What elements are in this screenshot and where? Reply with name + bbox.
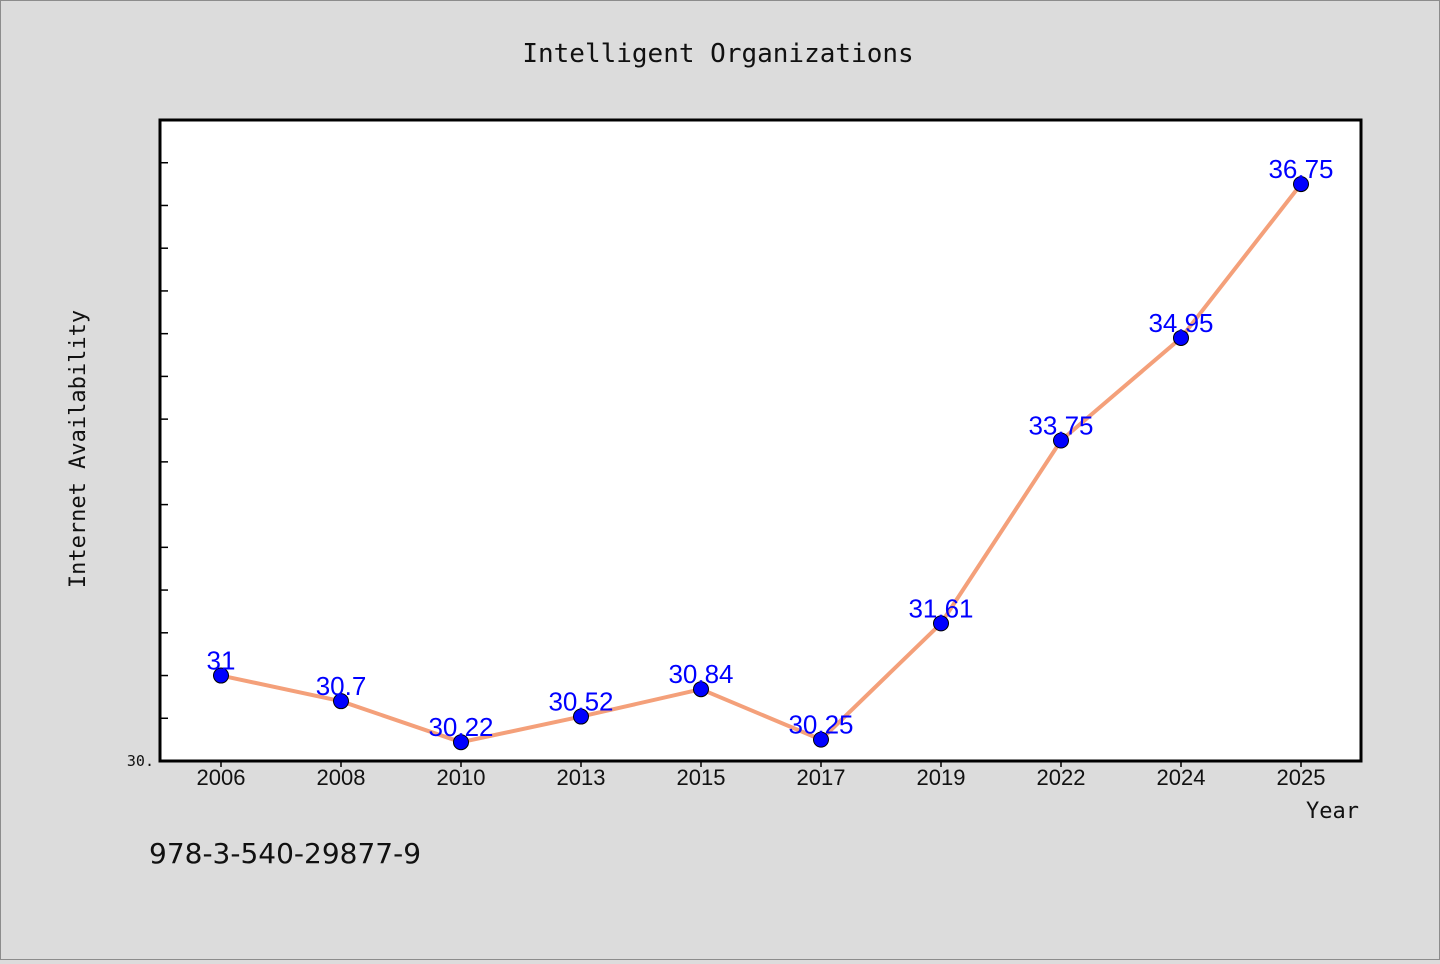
- x-tick-label: 2025: [1277, 765, 1326, 790]
- x-axis-ticks: 2006 2008 2010 2013 2015 2017 2019 2022 2024 2025: [197, 761, 1326, 790]
- data-label: 30.25: [788, 710, 853, 740]
- data-label: 30.52: [548, 687, 613, 717]
- data-point: [813, 731, 829, 748]
- data-point: [573, 708, 589, 725]
- data-label: 36.75: [1268, 154, 1333, 184]
- series-line-group: [220, 182, 1303, 745]
- data-labels: 31 30.7 30.22 30.52 30.84 30.25 31.61 33.75 34.9…: [207, 154, 1334, 742]
- x-axis-label: Year: [1306, 799, 1359, 824]
- data-point: [453, 734, 469, 751]
- series-line: [220, 182, 1303, 745]
- plot-area: [158, 118, 1363, 763]
- data-point: [213, 667, 229, 684]
- x-tick-label: 2006: [197, 765, 246, 790]
- footer-code: 978-3-540-29877-9: [149, 837, 421, 870]
- data-label: 30.84: [668, 659, 733, 689]
- data-point: [333, 693, 349, 710]
- chart-title: Intelligent Organizations: [522, 39, 913, 69]
- y-axis-label: Internet Availability: [66, 310, 91, 588]
- x-tick-label: 2010: [437, 765, 486, 790]
- data-label: 31: [207, 646, 236, 676]
- data-point: [1173, 329, 1189, 346]
- x-tick-label: 2008: [317, 765, 366, 790]
- data-point: [1053, 432, 1069, 449]
- data-label: 33.75: [1028, 411, 1093, 441]
- data-label: 31.61: [908, 593, 973, 623]
- x-tick-label: 2022: [1037, 765, 1086, 790]
- x-tick-label: 2019: [917, 765, 966, 790]
- x-tick-label: 2017: [797, 765, 846, 790]
- x-tick-label: 2013: [557, 765, 606, 790]
- data-label: 30.22: [428, 712, 493, 742]
- data-markers: [213, 176, 1309, 751]
- data-point: [1293, 176, 1309, 193]
- x-tick-label: 2015: [677, 765, 726, 790]
- data-point: [693, 681, 709, 698]
- y-axis-ticks: [160, 161, 168, 720]
- x-tick-label: 2024: [1157, 765, 1206, 790]
- y-tick-label: 30.: [127, 752, 154, 770]
- data-label: 30.7: [316, 671, 367, 701]
- data-label: 34.95: [1148, 308, 1213, 338]
- data-point: [933, 615, 949, 632]
